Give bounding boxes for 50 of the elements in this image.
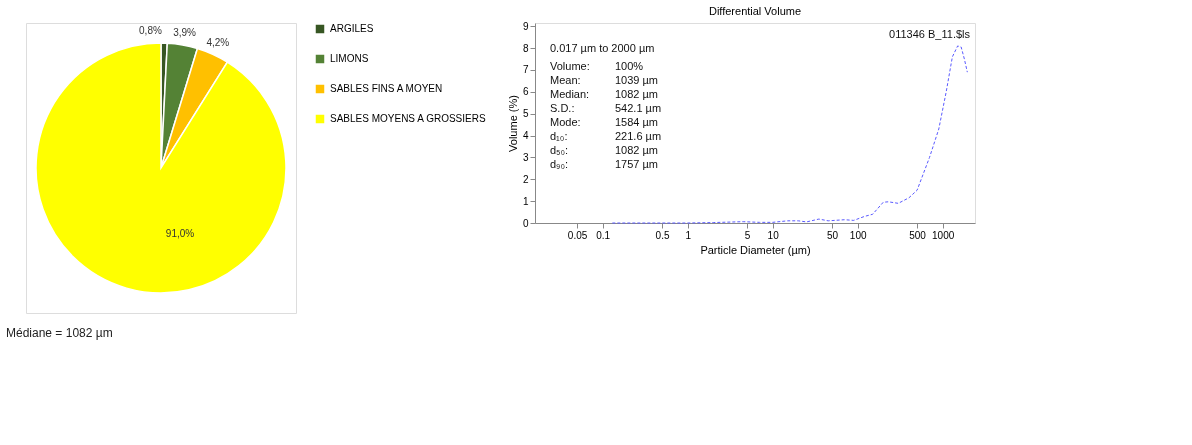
annotation: d₁₀: — [550, 130, 568, 142]
y-tick-label: 9 — [522, 20, 529, 32]
annotation: d₅₀: — [550, 144, 569, 156]
data-label: 91,0% — [165, 228, 195, 240]
data-label: 3,9% — [173, 27, 197, 39]
annotation: 221.6 µm — [615, 130, 662, 142]
annotation: 542.1 µm — [615, 102, 662, 114]
chart-title: Differential Volume — [708, 5, 802, 18]
annotation: 1039 µm — [615, 74, 659, 86]
y-tick-label: 2 — [522, 173, 529, 185]
y-tick-label: 0 — [522, 217, 529, 229]
legend-label: SABLES FINS A MOYEN — [330, 83, 443, 94]
annotation: 1082 µm — [615, 88, 659, 100]
y-tick-label: 5 — [522, 108, 529, 120]
annotation: Median: — [550, 88, 590, 100]
annotation: 1082 µm — [615, 144, 659, 156]
annotation: d₉₀: — [550, 158, 569, 170]
x-axis-title: Particle Diameter (µm) — [700, 243, 811, 256]
y-axis-title: Volume (%) — [506, 95, 519, 152]
annotation: Volume: — [550, 60, 590, 72]
legend-label: ARGILES — [330, 23, 374, 34]
annotation: 0.017 µm to 2000 µm — [550, 42, 655, 54]
x-tick-label: 100 — [849, 229, 867, 241]
annotation: Mode: — [550, 116, 581, 128]
x-tick-label: 0.05 — [567, 229, 588, 241]
text: Médiane = 1082 µm — [6, 326, 113, 340]
annotation: S.D.: — [550, 102, 575, 114]
y-tick-label: 4 — [522, 130, 529, 142]
data-label: 4,2% — [206, 37, 230, 49]
y-tick-label: 1 — [522, 195, 529, 207]
x-tick-label: 0.1 — [596, 229, 611, 241]
x-tick-label: 500 — [909, 229, 927, 241]
annotation: 1757 µm — [615, 158, 659, 170]
y-tick-label: 8 — [522, 42, 529, 54]
legend-label: LIMONS — [330, 53, 369, 64]
x-tick-label: 50 — [827, 229, 839, 241]
y-tick-label: 6 — [522, 86, 529, 98]
y-tick-label: 3 — [522, 151, 529, 163]
x-tick-label: 10 — [767, 229, 780, 241]
annotation: 1584 µm — [615, 116, 659, 128]
x-tick-label: 1000 — [932, 229, 955, 241]
legend-label: SABLES MOYENS A GROSSIERS — [330, 113, 486, 124]
annotation: Mean: — [550, 74, 581, 86]
y-tick-label: 7 — [522, 64, 529, 76]
annotation: 100% — [615, 60, 644, 72]
x-tick-label: 5 — [744, 229, 751, 241]
x-tick-label: 1 — [685, 229, 692, 241]
annotation: 011346 B_11.$ls — [889, 28, 971, 40]
x-tick-label: 0.5 — [655, 229, 670, 241]
data-label: 0,8% — [139, 25, 162, 37]
